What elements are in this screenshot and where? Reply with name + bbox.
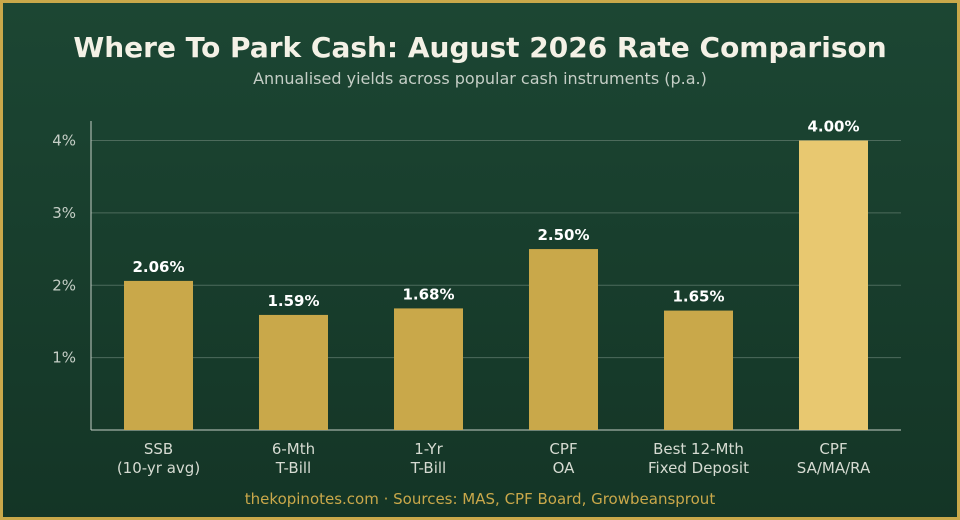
bar xyxy=(664,310,733,430)
chart-title: Where To Park Cash: August 2026 Rate Com… xyxy=(73,31,887,64)
bar xyxy=(394,308,463,430)
x-tick-label: CPF xyxy=(819,440,847,458)
bar xyxy=(529,249,598,430)
x-tick-label: 6-Mth xyxy=(272,440,315,458)
bar-value-label: 2.06% xyxy=(132,258,184,276)
bar-chart: 1%2%3%4%2.06%SSB(10-yr avg)1.59%6-MthT-B… xyxy=(52,118,901,477)
y-tick-label: 4% xyxy=(52,132,76,150)
x-tick-label: 1-Yr xyxy=(414,440,443,458)
bar-value-label: 4.00% xyxy=(807,118,859,136)
bar-value-label: 2.50% xyxy=(537,226,589,244)
y-tick-label: 1% xyxy=(52,349,76,367)
chart-subtitle: Annualised yields across popular cash in… xyxy=(253,69,707,88)
x-tick-label: OA xyxy=(553,459,576,477)
y-tick-label: 3% xyxy=(52,204,76,222)
x-tick-label: SSB xyxy=(144,440,173,458)
bar xyxy=(124,280,193,430)
x-tick-label: SA/MA/RA xyxy=(797,459,871,477)
bar xyxy=(799,140,868,430)
x-tick-label: T-Bill xyxy=(410,459,446,477)
x-tick-label: (10-yr avg) xyxy=(117,459,200,477)
x-tick-label: Fixed Deposit xyxy=(648,459,749,477)
x-tick-label: T-Bill xyxy=(275,459,311,477)
y-tick-label: 2% xyxy=(52,276,76,294)
bar-value-label: 1.65% xyxy=(672,288,724,306)
bar xyxy=(259,314,328,430)
bar-value-label: 1.59% xyxy=(267,292,319,310)
footer-sources: thekopinotes.com · Sources: MAS, CPF Boa… xyxy=(244,490,716,508)
x-tick-label: CPF xyxy=(549,440,577,458)
x-tick-label: Best 12-Mth xyxy=(653,440,744,458)
bar-value-label: 1.68% xyxy=(402,285,454,303)
